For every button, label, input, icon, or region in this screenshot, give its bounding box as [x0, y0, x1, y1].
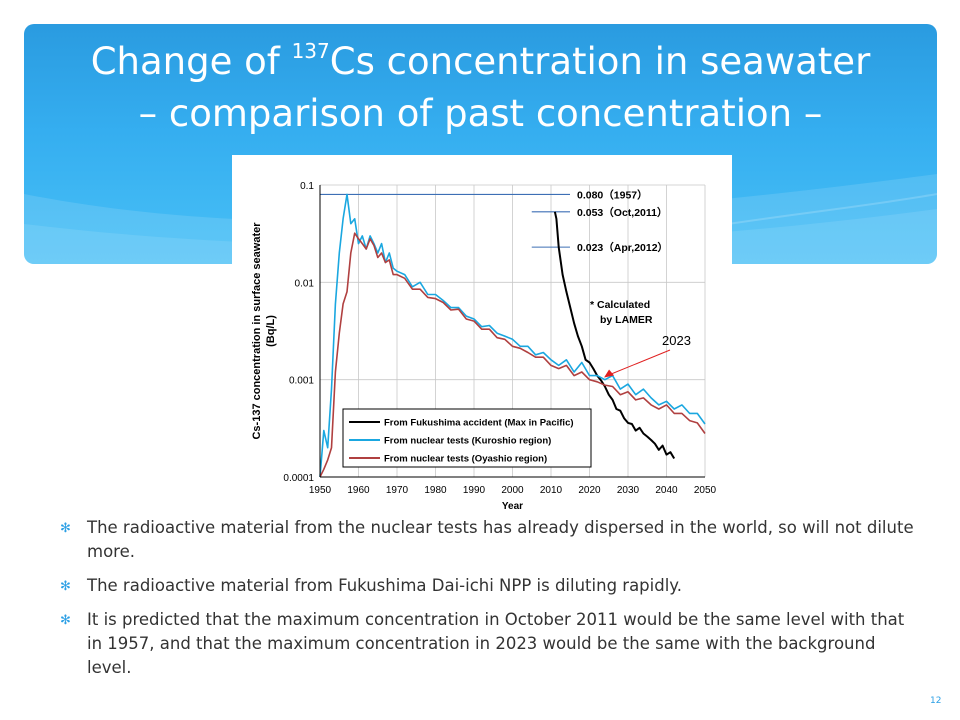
- bullet-text: The radioactive material from the nuclea…: [87, 518, 914, 561]
- y-tick-label: 0.001: [289, 376, 314, 387]
- series-line-oyashio: [319, 232, 706, 478]
- x-tick-label: 1960: [347, 485, 370, 496]
- title-line1-pre: Change of: [90, 40, 292, 83]
- x-tick-label: 2020: [578, 485, 601, 496]
- asterisk-bullet-icon: ✻: [60, 521, 71, 536]
- x-axis-title: Year: [502, 501, 523, 510]
- series-line-fukushima: [553, 211, 676, 460]
- bullet-item: ✻ It is predicted that the maximum concen…: [60, 608, 920, 680]
- x-tick-label: 1990: [463, 485, 486, 496]
- title-line2: – comparison of past concentration –: [138, 92, 823, 135]
- annotation-arrow-line: [604, 349, 671, 377]
- x-tick-label: 2000: [501, 485, 524, 496]
- x-tick-label: 2050: [694, 485, 717, 496]
- y-axis-title-line2: (Bq/L): [265, 315, 277, 347]
- asterisk-bullet-icon: ✻: [60, 613, 71, 628]
- legend-label: From nuclear tests (Oyashio region): [384, 454, 547, 465]
- bullet-item: ✻ The radioactive material from the nucle…: [60, 516, 920, 564]
- reference-line-label: 0.023（Apr,2012）: [577, 241, 668, 254]
- chart-panel: 0.080（1957） 0.053（Oct,2011） 0.023（Apr,2012…: [232, 155, 732, 510]
- x-tick-label: 1980: [424, 485, 447, 496]
- x-tick-label: 2040: [655, 485, 678, 496]
- calculation-note-line1: * Calculated: [590, 299, 650, 311]
- cs137-line-chart: 0.080（1957） 0.053（Oct,2011） 0.023（Apr,2012…: [251, 181, 717, 510]
- y-tick-label: 0.1: [300, 181, 314, 192]
- slide-title: Change of 137Cs concentration in seawate…: [24, 36, 937, 140]
- y-tick-label: 0.01: [295, 278, 315, 289]
- legend-label: From nuclear tests (Kuroshio region): [384, 436, 551, 447]
- y-axis-title: Cs-137 concentration in surface seawater…: [251, 222, 277, 440]
- bullet-text: It is predicted that the maximum concent…: [87, 610, 905, 677]
- y-tick-label: 0.0001: [283, 473, 314, 484]
- asterisk-bullet-icon: ✻: [60, 579, 71, 594]
- calculation-note-line2: by LAMER: [600, 314, 653, 326]
- x-tick-label: 2030: [617, 485, 640, 496]
- x-tick-label: 1970: [386, 485, 409, 496]
- title-isotope-superscript: 137: [291, 39, 330, 63]
- y-axis-title-line1: Cs-137 concentration in surface seawater: [251, 222, 263, 440]
- bullet-list: ✻ The radioactive material from the nucle…: [60, 516, 920, 690]
- x-tick-label: 1950: [309, 485, 332, 496]
- x-tick-label: 2010: [540, 485, 563, 496]
- bullet-text: The radioactive material from Fukushima …: [87, 576, 682, 595]
- reference-line-label: 0.053（Oct,2011）: [577, 206, 667, 219]
- series-line-kuroshio: [319, 193, 706, 478]
- annotation-label-2023: 2023: [662, 333, 691, 348]
- annotation-arrow-head: [604, 369, 615, 378]
- legend-label: From Fukushima accident (Max in Pacific): [384, 418, 574, 429]
- bullet-item: ✻ The radioactive material from Fukushima…: [60, 574, 920, 598]
- title-line1-post: Cs concentration in seawater: [329, 40, 871, 83]
- legend-box: [342, 408, 592, 468]
- page-number: 12: [930, 696, 942, 706]
- reference-line-label: 0.080（1957）: [577, 188, 648, 201]
